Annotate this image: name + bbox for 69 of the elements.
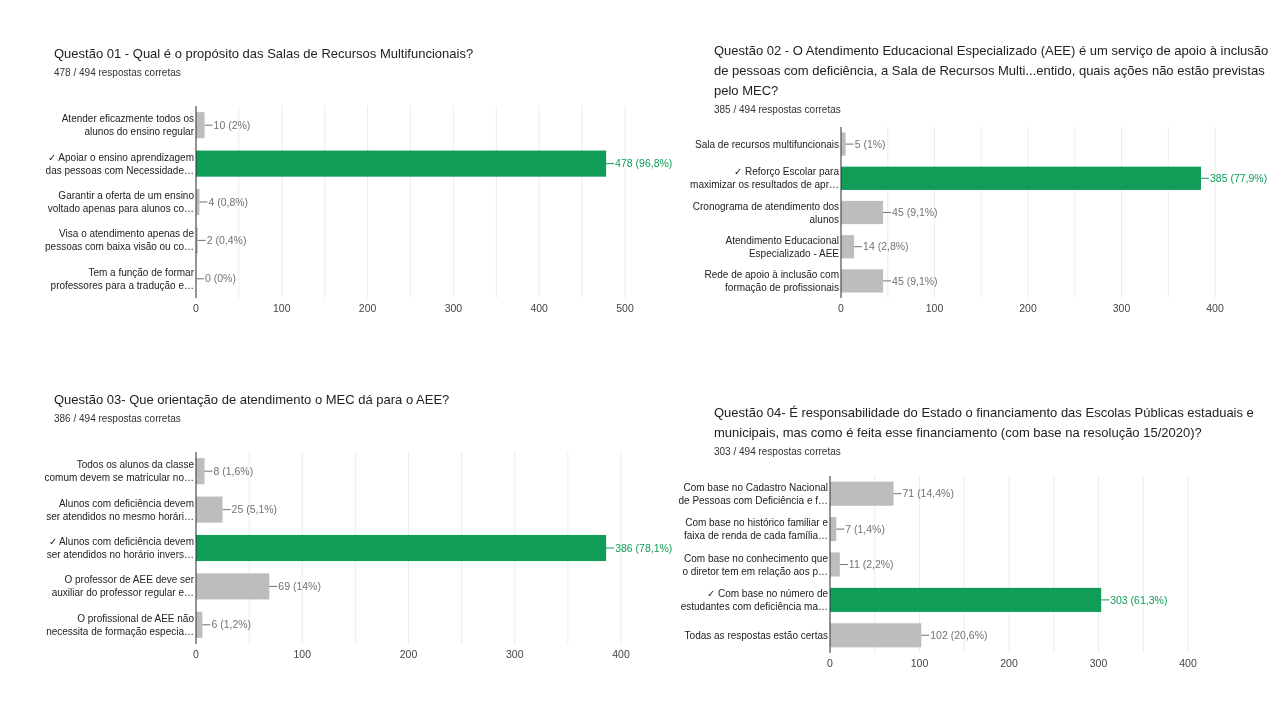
y-tick-label: Garantir a oferta de um ensino voltado apenas para alunos co… <box>47 190 195 214</box>
chart-subtitle: 303 / 494 respostas corretas <box>714 446 841 457</box>
y-tick-label: Rede de apoio à inclusão com formação de profissionais <box>704 268 839 293</box>
chart-title: Questão 01 - Qual é o propósito das Salas de Recursos Multifuncionais? <box>54 46 474 61</box>
x-tick-label: 200 <box>358 302 377 314</box>
chart-title: Questão 03- Que orientação de atendimento o MEC dá para o AEE? <box>54 392 450 407</box>
data-label: 0 (0%) <box>205 272 236 285</box>
data-label: 7 (1,4%) <box>845 522 885 535</box>
x-tick-label: 100 <box>293 648 312 660</box>
x-tick-label: 400 <box>530 302 549 314</box>
data-label: 303 (61,3%) <box>1110 593 1168 606</box>
x-tick-label: 300 <box>505 648 524 660</box>
data-label: 386 (78,1%) <box>615 541 673 554</box>
y-tick-label: Com base no conhecimento que o diretor tem em relação aos p… <box>682 552 829 577</box>
x-tick-label: 0 <box>838 302 845 314</box>
data-label: 11 (2,2%) <box>848 558 894 571</box>
data-label: 478 (96,8%) <box>615 157 673 170</box>
x-tick-label: 100 <box>925 302 944 314</box>
data-label: 6 (1,2%) <box>211 618 252 631</box>
x-tick-label: 200 <box>399 648 418 660</box>
data-label: 14 (2,8%) <box>863 240 909 253</box>
x-tick-label: 400 <box>612 648 630 660</box>
y-tick-label: Todos os alunos da classe comum devem se matricular no… <box>44 459 195 484</box>
data-label: 5 (1%) <box>854 137 886 150</box>
chart-subtitle: 386 / 494 respostas corretas <box>54 413 181 424</box>
x-tick-label: 300 <box>1112 302 1131 314</box>
y-tick-label: O professor de AEE deve ser auxiliar do professor regular e… <box>51 574 195 599</box>
x-tick-label: 300 <box>1089 657 1108 669</box>
x-tick-label: 200 <box>1000 657 1018 669</box>
y-tick-label: ✓ Reforço Escolar para maximizar os resultados de apr… <box>690 166 840 191</box>
x-tick-label: 400 <box>1179 657 1197 669</box>
data-label: 69 (14%) <box>278 580 321 593</box>
data-label: 10 (2%) <box>213 118 251 131</box>
y-tick-label: Com base no histórico familiar e faixa de renda de cada família… <box>684 517 829 542</box>
y-tick-label: ✓ Alunos com deficiência devem ser atendidos no horário invers… <box>46 536 194 560</box>
data-label: 4 (0,8%) <box>208 195 249 208</box>
y-tick-label: Visa o atendimento apenas de pessoas com baixa visão ou co… <box>45 228 195 253</box>
data-label: 71 (14,4%) <box>902 487 954 500</box>
x-tick-label: 0 <box>193 302 200 314</box>
chart-title: Questão 02 - O Atendimento Educacional Especializado (AEE) é um serviço de apoio à inclusão de pessoas com deficiência, a Sala de Recursos Multi...entido, quais ações não estão previstas pelo MEC? <box>714 43 1269 98</box>
y-tick-label: ✓ Com base no número de estudantes com deficiência ma… <box>680 587 829 612</box>
x-tick-label: 500 <box>616 302 634 314</box>
data-label: 102 (20,6%) <box>930 628 988 641</box>
y-tick-label: Alunos com deficiência devem ser atendidos no mesmo horári… <box>46 497 194 522</box>
x-tick-label: 200 <box>1019 302 1037 314</box>
data-label: 25 (5,1%) <box>231 503 278 516</box>
x-tick-label: 300 <box>444 302 463 314</box>
y-tick-label: Atender eficazmente todos os alunos do ensino regular <box>61 113 195 138</box>
data-label: 45 (9,1%) <box>892 206 938 219</box>
data-label: 2 (0,4%) <box>206 234 247 247</box>
x-tick-label: 100 <box>273 302 291 314</box>
data-label: 385 (77,9%) <box>1209 171 1268 184</box>
x-tick-label: 0 <box>193 648 200 660</box>
x-tick-label: 0 <box>827 657 834 669</box>
chart-subtitle: 478 / 494 respostas corretas <box>54 67 181 78</box>
x-tick-label: 100 <box>910 657 929 669</box>
chart-title: Questão 04- É responsabilidade do Estado o financiamento das Escolas Públicas estaduais e municipais, mas como é feita esse financiamento (com base na resolução 15/2020)? <box>714 405 1254 440</box>
y-tick-label: Todas as respostas estão certas <box>684 629 828 641</box>
y-tick-label: Atendimento Educacional Especializado - AEE <box>725 234 840 259</box>
y-tick-label: ✓ Apoiar o ensino aprendizagem das pessoas com Necessidade… <box>45 151 194 176</box>
x-tick-label: 400 <box>1206 302 1224 314</box>
chart-subtitle: 385 / 494 respostas corretas <box>714 104 841 115</box>
y-tick-label: Cronograma de atendimento dos alunos <box>692 200 839 225</box>
y-tick-label: Com base no Cadastro Nacional de Pessoas com Deficiência e f… <box>678 481 828 506</box>
data-label: 45 (9,1%) <box>892 274 938 287</box>
y-tick-label: Sala de recursos multifuncionais <box>695 138 839 150</box>
y-tick-label: Tem a função de formar professores para a tradução e… <box>50 266 195 291</box>
y-tick-label: O profissional de AEE não necessita de formação especia… <box>46 612 195 637</box>
data-label: 8 (1,6%) <box>213 464 254 477</box>
